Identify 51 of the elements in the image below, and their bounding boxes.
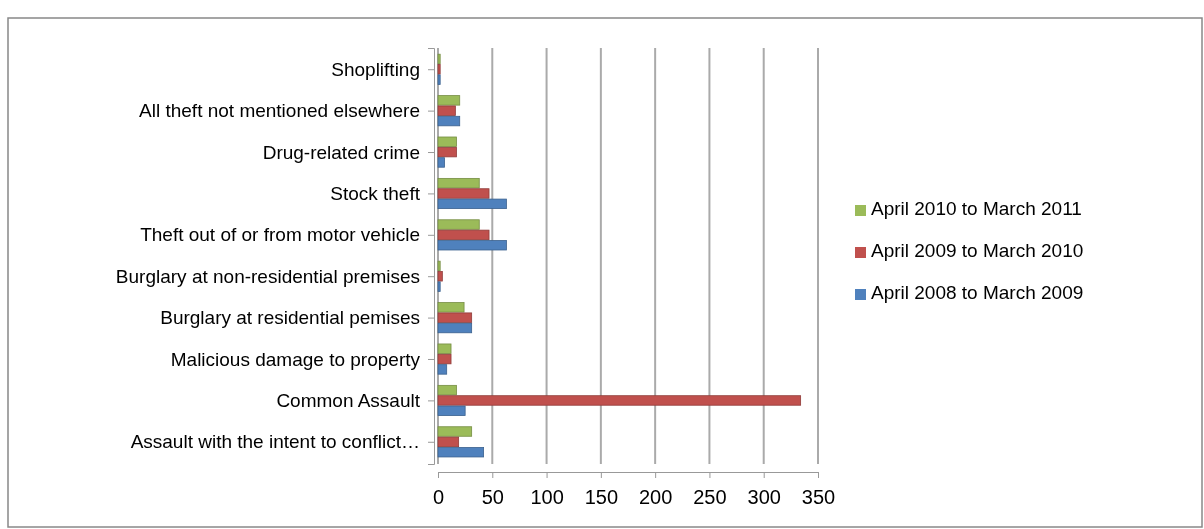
y-tick-label: Burglary at non-residential premises <box>115 265 420 287</box>
bar <box>437 157 445 168</box>
y-tick-label: All theft not mentioned elsewhere <box>139 100 420 122</box>
x-tick-label: 0 <box>432 486 445 509</box>
legend-label: April 2008 to March 2009 <box>871 282 1084 303</box>
bar <box>437 74 441 85</box>
bar <box>437 136 457 147</box>
y-tick-label: Assault with the intent to conflict… <box>130 431 420 453</box>
y-tick-label: Burglary at residential pemises <box>160 307 420 329</box>
bar <box>437 146 457 158</box>
bar <box>437 177 480 189</box>
bar <box>437 405 466 416</box>
bar <box>437 426 473 437</box>
y-tick-label: Stock theft <box>330 182 421 204</box>
bar <box>437 384 457 396</box>
legend-label: April 2009 to March 2010 <box>871 240 1084 261</box>
bar <box>437 95 461 106</box>
bar <box>437 198 507 210</box>
x-tick-label: 150 <box>584 486 619 509</box>
bar <box>437 322 473 334</box>
bar <box>437 436 460 448</box>
y-tick-label: Shoplifting <box>331 58 420 80</box>
bar <box>437 281 441 292</box>
y-tick-label: Malicious damage to property <box>170 348 421 370</box>
y-tick-label: Theft out of or from motor vehicle <box>140 224 420 246</box>
legend-label: April 2010 to March 2011 <box>871 198 1082 219</box>
bar <box>437 260 441 272</box>
bar <box>437 302 465 313</box>
x-tick-label: 350 <box>801 486 836 509</box>
bar <box>437 353 452 365</box>
bar <box>437 105 456 116</box>
bar <box>437 219 480 230</box>
bar <box>437 115 461 127</box>
bar <box>437 271 443 282</box>
x-tick-label: 100 <box>530 486 564 509</box>
bar <box>437 395 802 406</box>
bar <box>437 64 441 75</box>
bar <box>437 343 452 354</box>
bar <box>437 229 490 241</box>
bar <box>437 53 441 65</box>
x-tick-label: 50 <box>481 486 504 509</box>
x-tick-label: 200 <box>638 486 673 509</box>
bar <box>437 364 448 375</box>
bar <box>437 447 484 458</box>
bar <box>437 240 507 251</box>
y-tick-label: Common Assault <box>276 389 421 411</box>
x-tick-label: 250 <box>693 486 727 509</box>
x-tick-label: 300 <box>747 486 781 509</box>
y-tick-label: Drug-related crime <box>262 141 420 163</box>
bar <box>437 312 473 323</box>
bar <box>437 188 490 199</box>
